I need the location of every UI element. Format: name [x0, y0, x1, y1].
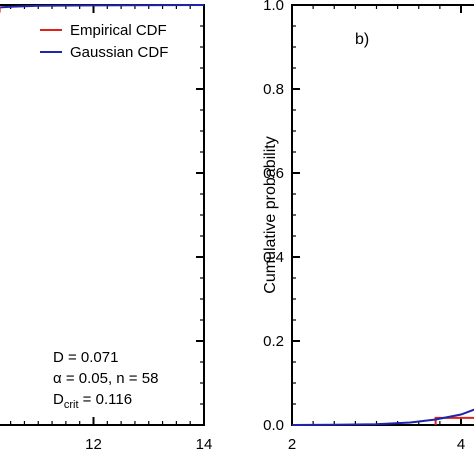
y-tick-label: 0.2 — [263, 333, 284, 350]
x-tick-label: 4 — [457, 436, 465, 453]
y-tick-label: 1.0 — [263, 0, 284, 14]
annotation-dcrit-value: = 0.116 — [79, 391, 133, 408]
legend: Empirical CDF Gaussian CDF — [40, 22, 168, 61]
y-tick-label: 0.8 — [263, 81, 284, 98]
panel-label-b: b) — [355, 31, 369, 48]
panel-b-frame — [291, 4, 474, 426]
annotation-dcrit-sub: crit — [64, 399, 79, 411]
annotation-dcrit-d: D — [53, 391, 64, 408]
panel-a-series — [0, 4, 205, 13]
legend-label-gaussian: Gaussian CDF — [70, 44, 168, 61]
x-tick-label: 14 — [196, 436, 213, 453]
annotation-alpha: α = 0.05, n = 58 — [53, 370, 158, 387]
series-gaussian-cdf — [291, 408, 474, 426]
panel-b-tick-labels: 0.0 0.2 0.4 0.6 0.8 1.0 2 4 — [263, 0, 465, 453]
panel-b-series — [291, 408, 474, 426]
legend-label-empirical: Empirical CDF — [70, 22, 167, 39]
panel-a-tick-labels: 12 14 — [85, 436, 212, 453]
series-gaussian-cdf — [0, 4, 205, 9]
annotation-dcrit: Dcrit = 0.116 — [53, 391, 132, 411]
y-tick-label: 0.4 — [263, 249, 284, 266]
panel-a-ticks — [10, 4, 205, 426]
x-tick-label: 2 — [288, 436, 296, 453]
statistics-annotation: D = 0.071 α = 0.05, n = 58 Dcrit = 0.116 — [53, 349, 158, 411]
x-tick-label: 12 — [85, 436, 102, 453]
annotation-d: D = 0.071 — [53, 349, 118, 366]
panel-b: 0.0 0.2 0.4 0.6 0.8 1.0 2 4 b) Cumulative proba… — [262, 0, 474, 453]
y-tick-label: 0.6 — [263, 165, 284, 182]
panel-b-ticks — [292, 4, 462, 426]
series-empirical-cdf — [434, 416, 474, 425]
y-tick-label: 0.0 — [263, 417, 284, 434]
panel-a: 12 14 Empirical CDF Gaussian CDF D = 0.07… — [0, 4, 212, 453]
y-axis-label: Cumulative probability — [262, 136, 279, 293]
